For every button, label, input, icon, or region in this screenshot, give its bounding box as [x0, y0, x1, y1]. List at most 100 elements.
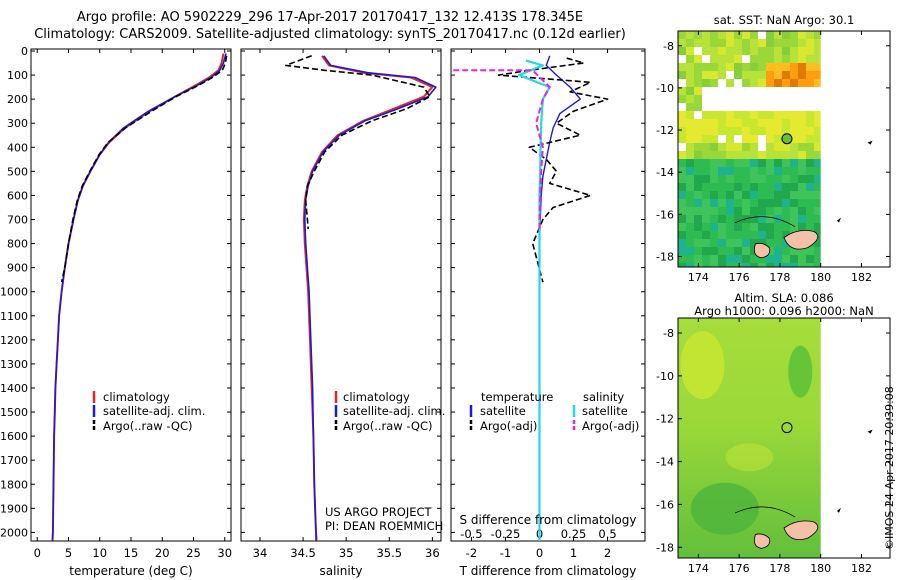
sst-cell [686, 47, 695, 56]
sst-cell [782, 183, 791, 192]
sst-cell [718, 39, 727, 48]
depth-tick-label: 1800 [0, 478, 28, 491]
sla-high-anomaly [680, 331, 725, 400]
sst-cell [718, 207, 727, 216]
sst-cell [702, 111, 711, 120]
missing-data-cell [774, 95, 782, 103]
depth-tick-label: 400 [7, 141, 28, 154]
missing-data-cell [782, 95, 790, 103]
sst-cell [726, 79, 735, 88]
argo-float-marker[interactable] [781, 133, 793, 145]
sst-cell [710, 79, 719, 88]
temperature-x-axis: 0 5 10 15 20 25 30 [34, 49, 232, 560]
project-name: US ARGO PROJECT [325, 505, 433, 519]
temperature-x-label: temperature (deg C) [69, 564, 192, 578]
sst-cell [678, 199, 687, 208]
legend-label-climatology: climatology [343, 390, 410, 404]
sst-cell [742, 215, 751, 224]
sst-cell [782, 119, 791, 128]
argo-float-marker[interactable] [781, 422, 793, 434]
sst-cell [686, 191, 695, 200]
sst-cell [694, 79, 703, 88]
sst-cell [678, 223, 687, 232]
sst-cell [726, 255, 735, 264]
sst-cell [766, 175, 775, 184]
sst-cell [798, 199, 807, 208]
sst-cell [694, 143, 703, 152]
sst-cell [814, 119, 823, 128]
sst-cell [726, 111, 735, 120]
depth-tick-label: 600 [7, 189, 28, 202]
sst-cell [718, 239, 727, 248]
sst-cell [766, 143, 775, 152]
missing-data-cell [726, 95, 734, 103]
sst-cell [766, 167, 775, 176]
lon-tick-label: 180 [810, 562, 831, 575]
sst-cell [806, 47, 815, 56]
missing-data-cell [734, 95, 742, 103]
sst-cell [742, 191, 751, 200]
sst-cell [798, 71, 807, 80]
missing-data-cell [678, 103, 686, 111]
island-fiji [783, 229, 819, 250]
lon-tick-label: 176 [729, 271, 750, 284]
sst-cell [742, 31, 751, 40]
sst-cell [678, 175, 687, 184]
sst-cell [790, 167, 799, 176]
sst-cell [814, 191, 823, 200]
sst-cell [774, 79, 783, 88]
depth-tick-label: 500 [7, 165, 28, 178]
sst-cell [734, 63, 743, 72]
legend-label-satellite: satellite-adj. clim. [343, 404, 445, 418]
sst-cell [694, 159, 703, 168]
sst-cell [782, 191, 791, 200]
sst-cell [814, 175, 823, 184]
sst-cell [686, 95, 695, 104]
x-tick-label: 36 [425, 546, 440, 560]
sst-cell [814, 183, 823, 192]
difference-panel [450, 48, 646, 542]
sst-cell [814, 143, 823, 152]
sst-cell [806, 119, 815, 128]
sst-cell [694, 255, 703, 264]
sst-cell [710, 183, 719, 192]
sst-cell [790, 263, 799, 267]
missing-data-cell [782, 103, 790, 111]
sst-cell [766, 247, 775, 256]
sst-cell [798, 247, 807, 256]
sst-cell [758, 207, 767, 216]
missing-data-cell [734, 87, 742, 95]
sst-cell [798, 143, 807, 152]
sst-cell [782, 263, 791, 267]
sst-cell [790, 151, 799, 160]
sst-cell [766, 39, 775, 48]
sst-cell [726, 39, 735, 48]
sst-cell [782, 231, 791, 240]
sst-cell [758, 255, 767, 264]
sst-cell [702, 39, 711, 48]
sst-cell [774, 151, 783, 160]
sst-cell [790, 255, 799, 264]
sst-cell [806, 159, 815, 168]
sst-cell [686, 263, 695, 267]
sst-cell [782, 63, 791, 72]
missing-data-cell [758, 103, 766, 111]
sst-cell [734, 55, 743, 64]
sst-cell [734, 39, 743, 48]
temperature-legend: climatology satellite-adj. clim. Argo(..… [92, 390, 205, 433]
salinity-panel [240, 48, 442, 542]
depth-tick-label: 900 [7, 262, 28, 275]
x-tick-label: 34 [253, 546, 268, 560]
sst-cell [710, 215, 719, 224]
lon-tick-label: 178 [769, 271, 790, 284]
temp-argo-diff-line [497, 57, 609, 283]
sst-cell [774, 175, 783, 184]
sst-cell [702, 47, 711, 56]
sst-cell [782, 255, 791, 264]
sst-cell [750, 111, 759, 120]
sst-cell [718, 231, 727, 240]
sst-cell [806, 151, 815, 160]
sst-cell [726, 31, 735, 40]
missing-data-cell [758, 31, 766, 39]
lat-tick-label: -14 [656, 166, 674, 179]
